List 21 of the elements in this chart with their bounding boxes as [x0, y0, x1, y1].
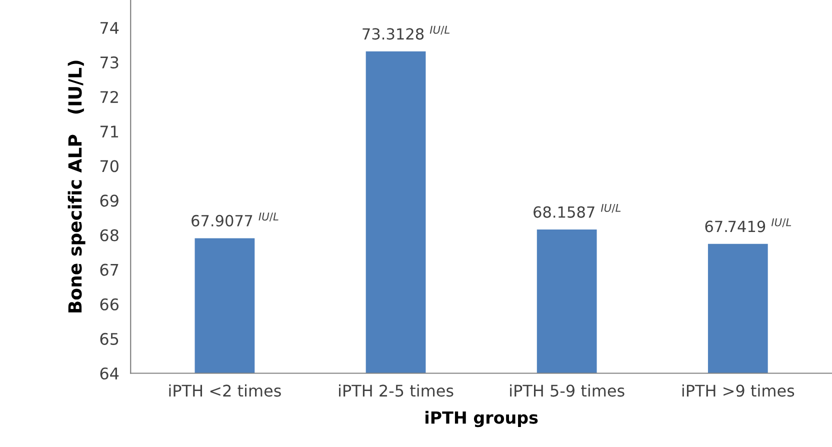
y-tick-label: 64 — [100, 367, 119, 380]
data-label: 67.9077 $^{IU/L}$ — [192, 212, 278, 226]
x-tick-label: iPTH 5-9 times — [510, 384, 624, 397]
y-tick-label: 71 — [100, 126, 118, 138]
data-label: 68.1587 $^{IU/L}$ — [534, 204, 621, 218]
x-tick-label: iPTH 2-5 times — [339, 384, 454, 397]
x-tick-label: iPTH <2 times — [169, 384, 281, 397]
data-label: 67.7419 $^{IU/L}$ — [705, 218, 792, 232]
data-label: 73.3128 $^{IU/L}$ — [362, 26, 450, 40]
y-tick-label: 66 — [100, 298, 119, 310]
y-tick-label: 67 — [100, 264, 118, 276]
y-tick-label: 68 — [100, 229, 118, 242]
y-tick-label: 74 — [100, 22, 119, 34]
y-tick-label: 73 — [100, 56, 118, 69]
x-axis-title: iPTH groups — [426, 410, 538, 428]
y-tick-label: 65 — [100, 332, 118, 345]
y-axis-title: Bone specific ALP (IU/L) — [68, 60, 86, 312]
y-tick-label: 72 — [100, 90, 118, 103]
x-tick-label: iPTH >9 times — [682, 384, 794, 397]
y-tick-label: 69 — [100, 194, 118, 207]
y-tick-label: 70 — [100, 160, 118, 172]
